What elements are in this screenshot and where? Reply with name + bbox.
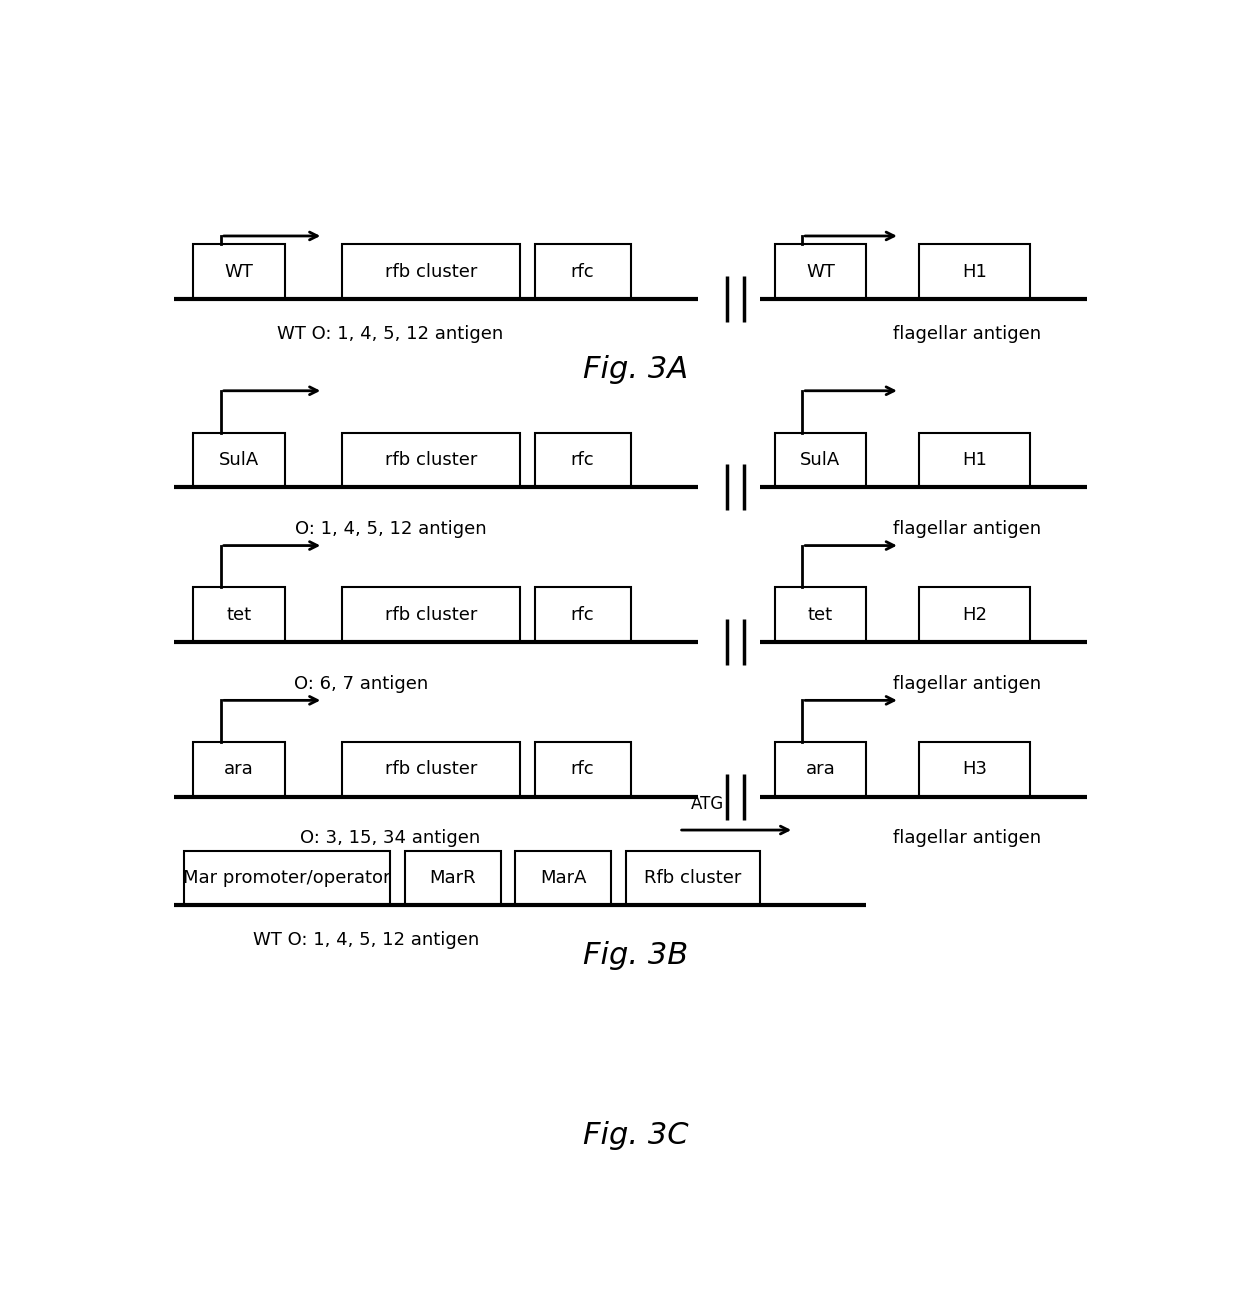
Text: ara: ara [224, 760, 254, 778]
Bar [775, 587, 866, 642]
Text: MarA: MarA [541, 870, 587, 887]
Text: flagellar antigen: flagellar antigen [893, 520, 1042, 537]
Bar [342, 587, 521, 642]
Bar [193, 244, 285, 299]
Bar [534, 587, 631, 642]
Text: rfb cluster: rfb cluster [386, 451, 477, 469]
Text: rfc: rfc [570, 451, 594, 469]
Text: tet: tet [227, 605, 252, 623]
Bar [193, 742, 285, 797]
Text: Fig. 3B: Fig. 3B [583, 941, 688, 970]
Text: H1: H1 [962, 262, 987, 280]
Text: WT O: 1, 4, 5, 12 antigen: WT O: 1, 4, 5, 12 antigen [278, 325, 503, 343]
Bar [775, 742, 866, 797]
Bar [626, 852, 760, 905]
Bar [534, 742, 631, 797]
Text: rfc: rfc [570, 760, 594, 778]
Bar [775, 433, 866, 486]
Bar [193, 433, 285, 486]
Bar [534, 244, 631, 299]
Bar [342, 433, 521, 486]
Text: Fig. 3A: Fig. 3A [583, 356, 688, 385]
Text: O: 6, 7 antigen: O: 6, 7 antigen [294, 674, 429, 692]
Bar [342, 244, 521, 299]
Bar [342, 742, 521, 797]
Bar [919, 433, 1029, 486]
Text: WT: WT [224, 262, 253, 280]
Bar [534, 433, 631, 486]
Text: rfb cluster: rfb cluster [386, 262, 477, 280]
Text: tet: tet [808, 605, 833, 623]
Bar [193, 587, 285, 642]
Text: Mar promoter/operator: Mar promoter/operator [184, 870, 391, 887]
Text: H3: H3 [962, 760, 987, 778]
Text: H2: H2 [962, 605, 987, 623]
Bar [775, 244, 866, 299]
Text: rfb cluster: rfb cluster [386, 760, 477, 778]
Text: WT: WT [806, 262, 835, 280]
Text: SulA: SulA [219, 451, 259, 469]
Text: O: 1, 4, 5, 12 antigen: O: 1, 4, 5, 12 antigen [295, 520, 486, 537]
Text: flagellar antigen: flagellar antigen [893, 674, 1042, 692]
Text: H1: H1 [962, 451, 987, 469]
Bar [919, 244, 1029, 299]
Text: Fig. 3C: Fig. 3C [583, 1121, 688, 1150]
Bar [919, 742, 1029, 797]
Text: WT O: 1, 4, 5, 12 antigen: WT O: 1, 4, 5, 12 antigen [253, 931, 480, 949]
Text: ATG: ATG [691, 795, 724, 814]
Text: flagellar antigen: flagellar antigen [893, 325, 1042, 343]
Text: ara: ara [806, 760, 836, 778]
Bar [516, 852, 611, 905]
Bar [919, 587, 1029, 642]
Text: flagellar antigen: flagellar antigen [893, 829, 1042, 848]
Text: O: 3, 15, 34 antigen: O: 3, 15, 34 antigen [300, 829, 481, 848]
Bar [404, 852, 501, 905]
Text: SulA: SulA [800, 451, 841, 469]
Text: Rfb cluster: Rfb cluster [645, 870, 742, 887]
Text: rfc: rfc [570, 262, 594, 280]
Text: MarR: MarR [429, 870, 476, 887]
Text: rfc: rfc [570, 605, 594, 623]
Text: rfb cluster: rfb cluster [386, 605, 477, 623]
Bar [184, 852, 391, 905]
